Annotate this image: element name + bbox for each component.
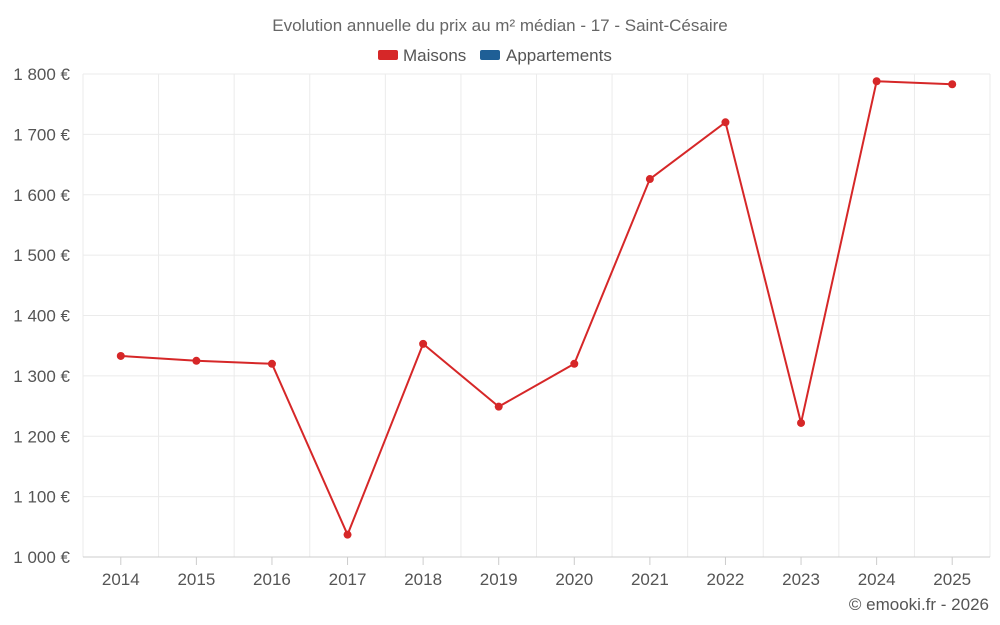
- legend-label-maisons[interactable]: Maisons: [403, 46, 466, 65]
- x-tick-label: 2023: [782, 570, 820, 589]
- y-tick-label: 1 400 €: [13, 307, 70, 326]
- data-point[interactable]: [419, 339, 428, 348]
- legend: Maisons Appartements: [378, 46, 612, 65]
- x-tick-label: 2020: [555, 570, 593, 589]
- x-tick-label: 2022: [707, 570, 745, 589]
- x-tick-label: 2017: [329, 570, 367, 589]
- data-point[interactable]: [116, 351, 125, 360]
- x-tick-label: 2021: [631, 570, 669, 589]
- x-tick-label: 2019: [480, 570, 518, 589]
- footer-credit: © emooki.fr - 2026: [849, 595, 989, 614]
- x-tick-label: 2014: [102, 570, 140, 589]
- data-point[interactable]: [343, 530, 352, 539]
- y-tick-label: 1 800 €: [13, 65, 70, 84]
- data-point[interactable]: [494, 402, 503, 411]
- y-tick-label: 1 500 €: [13, 246, 70, 265]
- x-tick-label: 2018: [404, 570, 442, 589]
- y-tick-label: 1 300 €: [13, 367, 70, 386]
- legend-swatch-maisons: [378, 50, 398, 60]
- data-point[interactable]: [570, 359, 579, 368]
- x-tick-label: 2024: [858, 570, 896, 589]
- y-tick-label: 1 000 €: [13, 548, 70, 567]
- y-tick-label: 1 600 €: [13, 186, 70, 205]
- series-line-maisons: [120, 80, 953, 536]
- data-point[interactable]: [872, 77, 881, 86]
- data-point[interactable]: [797, 418, 806, 427]
- x-tick-label: 2016: [253, 570, 291, 589]
- x-tick-label: 2015: [177, 570, 215, 589]
- x-tick-label: 2025: [933, 570, 971, 589]
- legend-swatch-appartements: [480, 50, 500, 60]
- data-point[interactable]: [948, 80, 957, 89]
- series-maisons: [116, 77, 957, 539]
- legend-label-appartements[interactable]: Appartements: [506, 46, 612, 65]
- y-tick-label: 1 700 €: [13, 125, 70, 144]
- y-tick-label: 1 200 €: [13, 427, 70, 446]
- data-point[interactable]: [267, 359, 276, 368]
- y-tick-label: 1 100 €: [13, 488, 70, 507]
- chart-title: Evolution annuelle du prix au m² médian …: [272, 16, 727, 35]
- data-point[interactable]: [721, 118, 730, 127]
- grid: [82, 73, 991, 558]
- data-point[interactable]: [645, 175, 654, 184]
- axes: 1 000 € 1 100 € 1 200 € 1 300 € 1 400 € 1 500…: [13, 65, 990, 589]
- data-point[interactable]: [192, 356, 201, 365]
